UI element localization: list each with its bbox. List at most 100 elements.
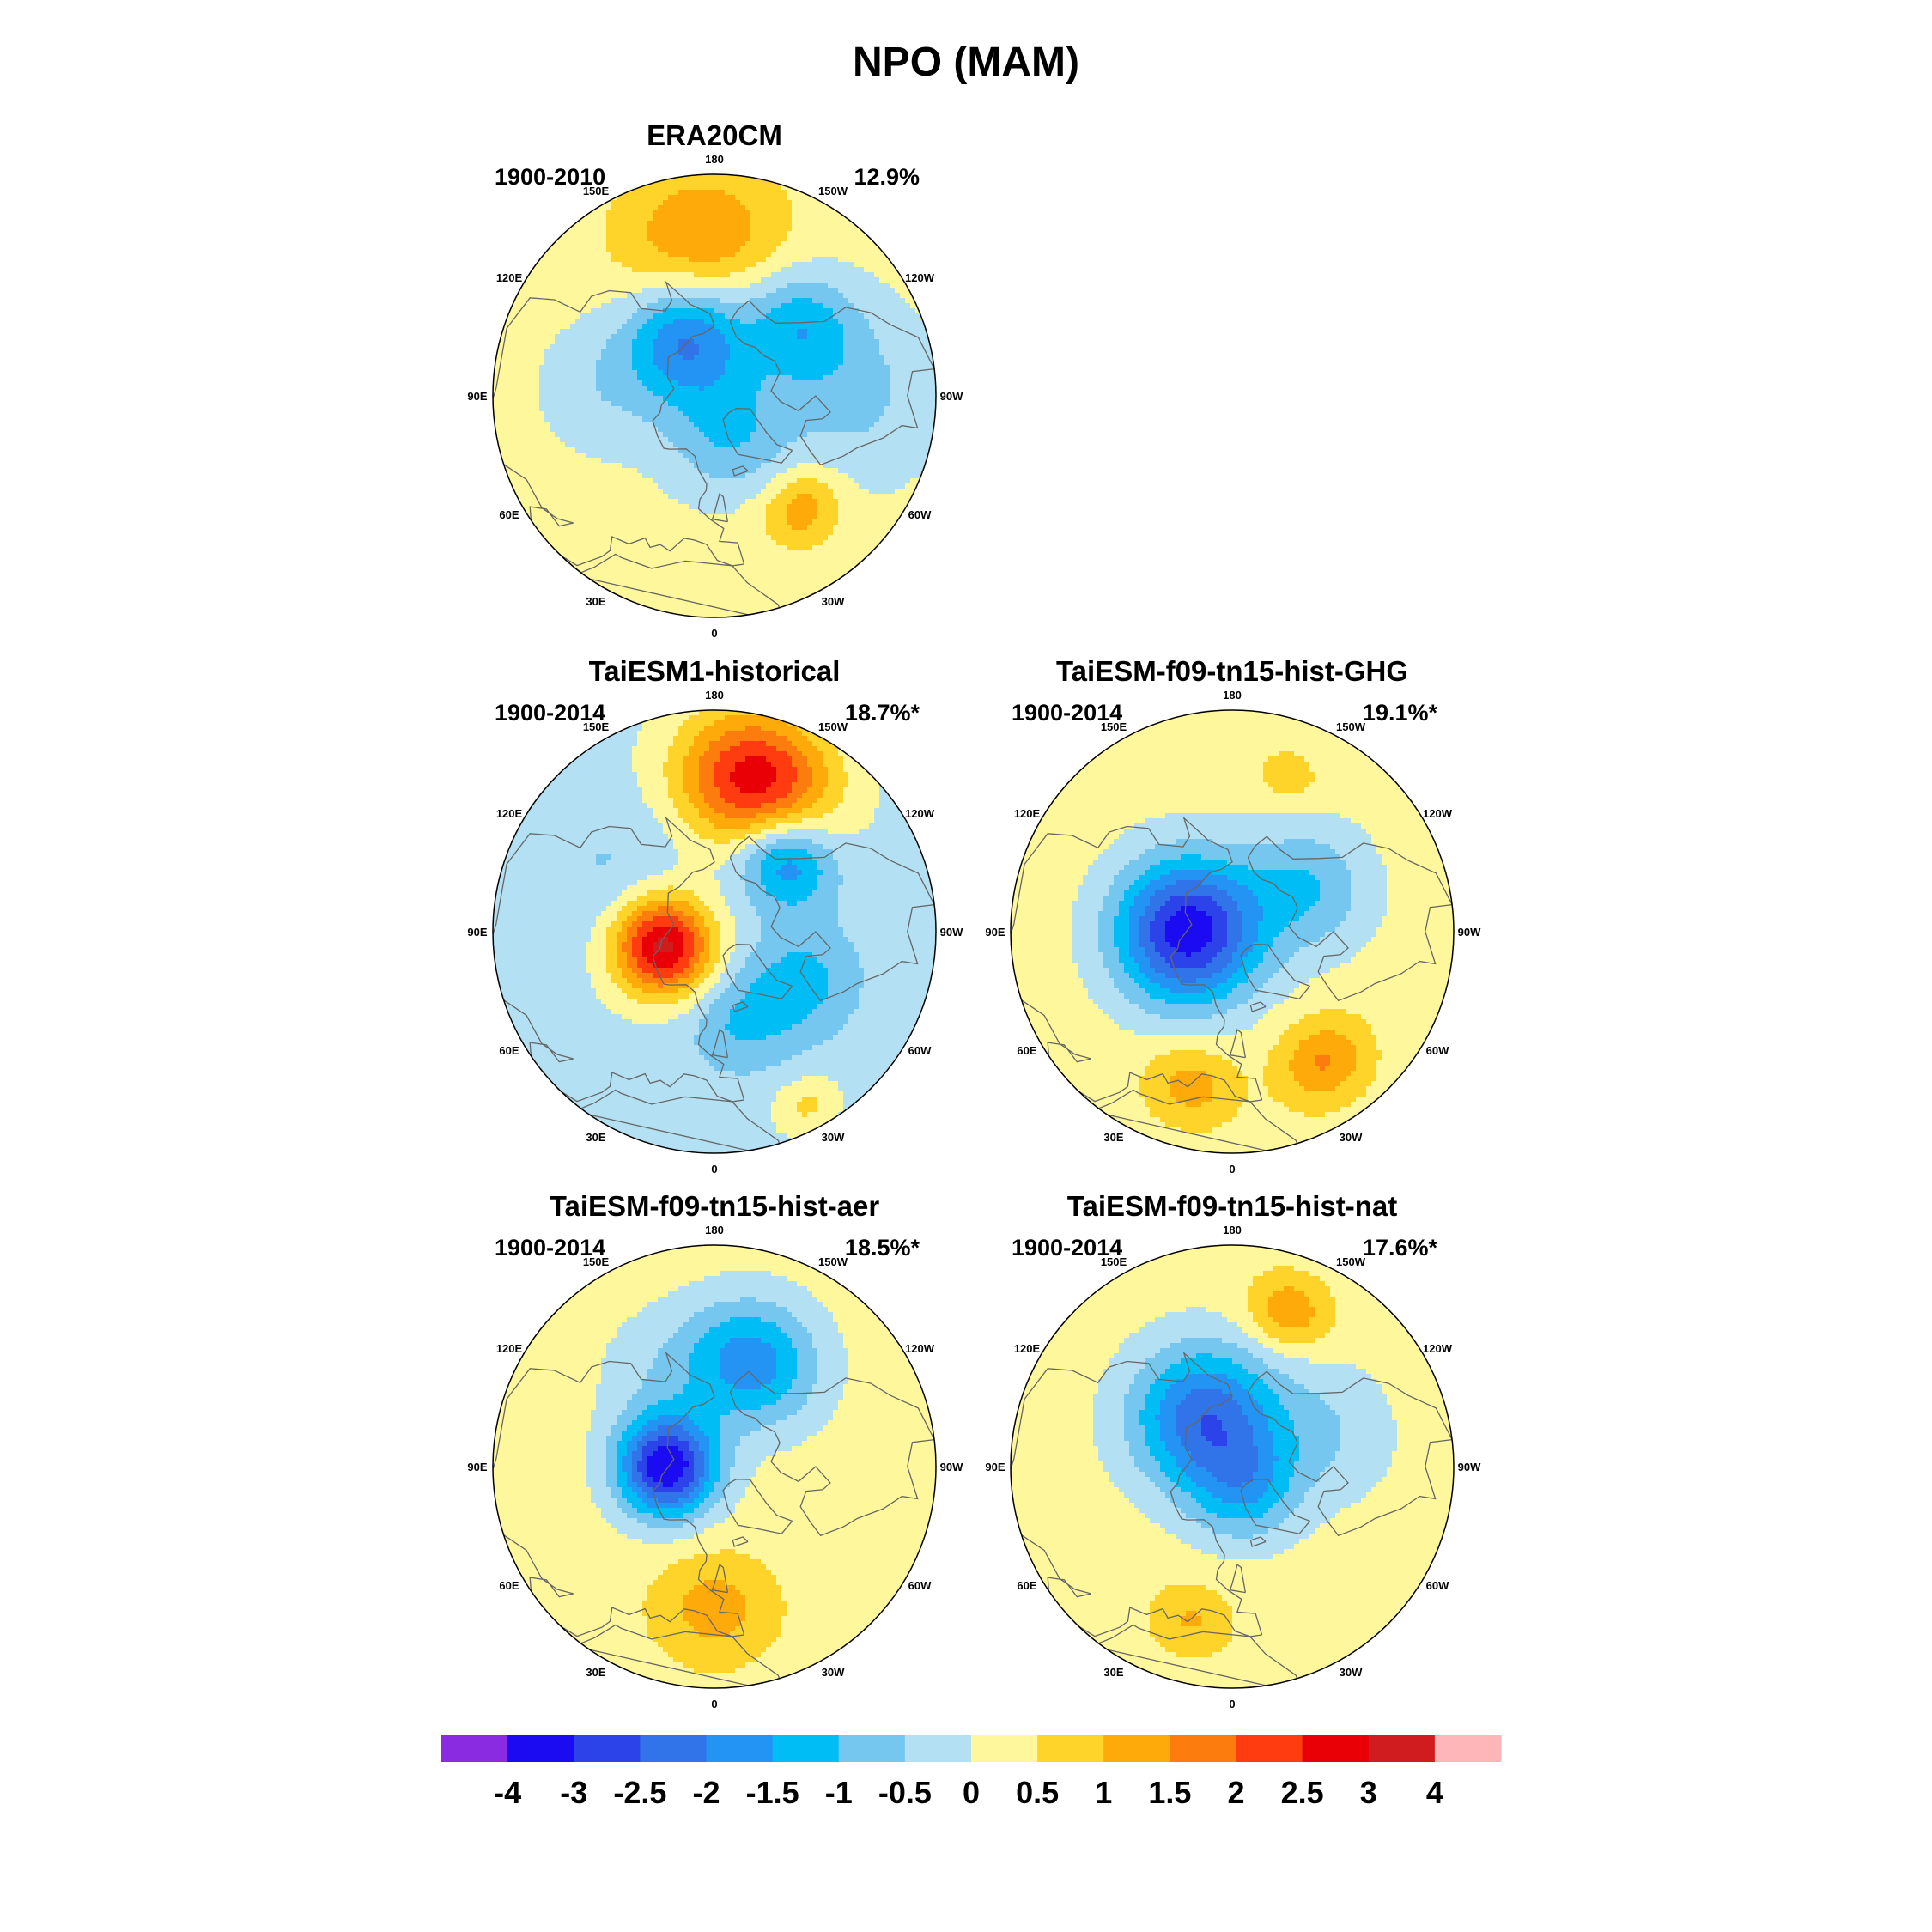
panel-taiesm1-historical: TaiESM1-historical 1900-2014 18.7%* 180 1… [467, 655, 963, 1176]
longitude-label: 60W [908, 508, 932, 521]
coastline [1240, 1479, 1311, 1534]
coastline [493, 816, 745, 1103]
longitude-label: 90E [985, 926, 1005, 939]
map-boundary [1010, 709, 1455, 1154]
contour-field [1011, 1245, 1454, 1688]
coastline [722, 1479, 793, 1534]
longitude-label: 60E [499, 1044, 519, 1057]
coastlines [493, 280, 936, 617]
longitude-label: 90E [467, 926, 487, 939]
coastline [732, 1001, 749, 1012]
colorbar-swatch [772, 1735, 840, 1762]
colorbar-label: 0 [963, 1775, 980, 1810]
longitude-label: 30E [1103, 1131, 1123, 1144]
map-disc: 180 150E 120E 90E 60E 30E 0 30W 60W 90W 120W 150W [467, 1224, 963, 1710]
longitude-label: 150W [818, 185, 848, 197]
coastline [1247, 835, 1454, 1002]
coastline [711, 1563, 729, 1594]
panel-title: TaiESM-f09-tn15-hist-GHG [1056, 655, 1408, 687]
longitude-label: 150E [583, 185, 610, 197]
panel-variance: 18.7%* [845, 700, 920, 726]
map-boundary [492, 709, 937, 1154]
longitude-label: 90W [940, 1461, 963, 1473]
coastline [711, 492, 729, 523]
panel-era20cm: ERA20CM 1900-2010 12.9% 180 150E 120E 90E 60… [467, 119, 963, 640]
longitude-label: 60W [1426, 1044, 1449, 1057]
panel-title: TaiESM-f09-tn15-hist-nat [1067, 1190, 1397, 1222]
colorbar-label: 0.5 [1016, 1775, 1059, 1810]
longitude-label: 30W [822, 1131, 845, 1144]
colorbar-swatch [1037, 1735, 1104, 1762]
contour-field [1011, 710, 1454, 1153]
longitude-label: 120E [1014, 807, 1041, 820]
colorbar-label: 2.5 [1281, 1775, 1324, 1810]
colorbar-label: -0.5 [878, 1775, 932, 1810]
coastline [729, 835, 936, 1002]
colorbar-swatch [838, 1735, 906, 1762]
map-boundary [492, 1244, 937, 1689]
colorbar-label: -1.5 [746, 1775, 799, 1810]
longitude-label: 30E [586, 1666, 605, 1679]
coastline [493, 280, 745, 567]
coastlines [493, 1351, 936, 1688]
colorbar-label: -1 [825, 1775, 853, 1810]
longitude-label: 30W [1340, 1131, 1363, 1144]
colorbar-swatch [574, 1735, 641, 1762]
longitude-label: 120E [496, 1342, 523, 1355]
coastline [1011, 816, 1263, 1103]
longitude-label: 60W [908, 1579, 932, 1592]
panel-period: 1900-2014 [1012, 1235, 1122, 1261]
longitude-label: 150E [1101, 1255, 1127, 1268]
coastline [1229, 1563, 1247, 1594]
panel-title: TaiESM-f09-tn15-hist-aer [550, 1190, 880, 1222]
colorbar-swatch [640, 1735, 707, 1762]
contour-field [493, 710, 936, 1153]
colorbar-swatch [706, 1735, 774, 1762]
coastline [732, 1536, 749, 1547]
coastline [711, 1028, 729, 1059]
coastline [1240, 944, 1311, 999]
longitude-label: 60W [1426, 1579, 1449, 1592]
map-disc: 180 150E 120E 90E 60E 30E 0 30W 60W 90W 120W 150W [985, 689, 1481, 1176]
panel-variance: 19.1%* [1363, 700, 1438, 726]
longitude-label: 60E [1017, 1579, 1036, 1592]
panel-period: 1900-2014 [1012, 700, 1122, 726]
longitude-label: 180 [1223, 1224, 1242, 1236]
longitude-label: 60E [499, 1579, 519, 1592]
panel-title: TaiESM1-historical [589, 655, 841, 687]
coastline [1229, 1028, 1247, 1059]
colorbar-swatch [507, 1735, 574, 1762]
colorbar-label: 1.5 [1148, 1775, 1191, 1810]
longitude-label: 30E [586, 595, 605, 608]
coastline [1249, 1536, 1267, 1547]
longitude-label: 120W [905, 1342, 935, 1355]
longitude-label: 60W [908, 1044, 932, 1057]
longitude-label: 150E [583, 1255, 610, 1268]
panel-variance: 17.6%* [1363, 1235, 1438, 1261]
longitude-label: 150W [1336, 720, 1366, 733]
coastline [1249, 1001, 1267, 1012]
longitude-label: 120E [1014, 1342, 1041, 1355]
colorbar-swatch [904, 1735, 972, 1762]
longitude-label: 90E [467, 1461, 487, 1473]
coastline [729, 300, 936, 466]
colorbar-swatch [1236, 1735, 1303, 1762]
longitude-label: 30W [822, 1666, 845, 1679]
longitude-label: 60E [1017, 1044, 1036, 1057]
contour-field [493, 174, 936, 617]
longitude-label: 90W [1458, 926, 1481, 939]
longitude-label: 180 [705, 689, 724, 702]
longitude-label: 120W [905, 807, 935, 820]
panel-taiesm-aer: TaiESM-f09-tn15-hist-aer 1900-2014 18.5%… [467, 1190, 963, 1710]
figure-title: NPO (MAM) [853, 39, 1079, 85]
map-disc: 180 150E 120E 90E 60E 30E 0 30W 60W 90W 120W 150W [985, 1224, 1481, 1710]
colorbar-swatch [441, 1735, 508, 1762]
coastline [722, 944, 793, 999]
longitude-label: 180 [705, 153, 724, 166]
panel-title: ERA20CM [647, 119, 782, 151]
panel-period: 1900-2010 [495, 164, 605, 190]
longitude-label: 90W [940, 390, 963, 403]
colorbar-label: 1 [1095, 1775, 1112, 1810]
panel-period: 1900-2014 [495, 700, 605, 726]
